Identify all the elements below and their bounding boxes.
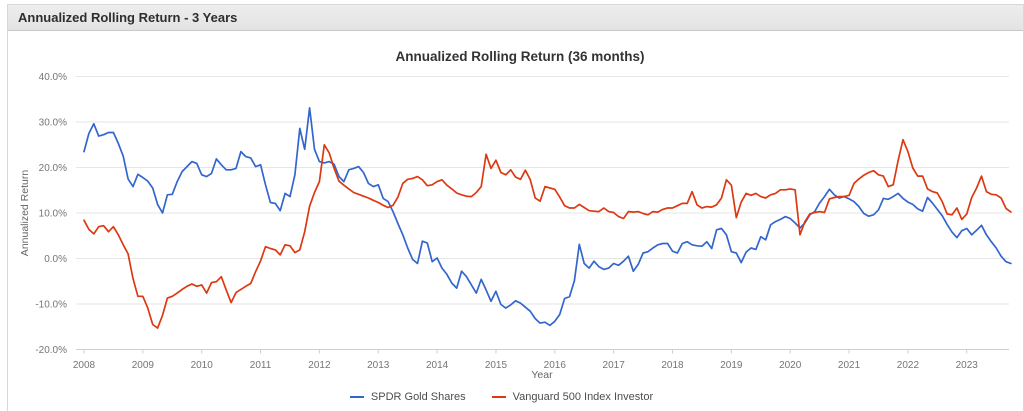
- y-tick-label: 0.0%: [44, 254, 67, 265]
- y-tick-label: 20.0%: [39, 163, 67, 174]
- x-tick-label: 2008: [73, 360, 96, 371]
- x-axis-title: Year: [531, 369, 553, 381]
- x-tick-label: 2017: [603, 360, 626, 371]
- y-tick-label: 10.0%: [39, 209, 67, 220]
- chart-region: 40.0% 30.0% 20.0% 10.0% 0.0% -10.0% -20.0% 2008…: [8, 31, 1023, 411]
- x-tick-label: 2020: [779, 360, 802, 371]
- x-tick-label: 2018: [661, 360, 684, 371]
- x-tick-label: 2009: [132, 360, 155, 371]
- x-tick-label: 2019: [720, 360, 743, 371]
- x-tick-label: 2011: [250, 360, 272, 371]
- legend-label-spdr-gold-shares: SPDR Gold Shares: [370, 391, 466, 403]
- x-tick-label: 2014: [426, 360, 449, 371]
- series-line-vanguard-500-index-investor: [83, 138, 1012, 329]
- legend-marker-spdr-gold-shares: [349, 396, 364, 398]
- panel-header: Annualized Rolling Return - 3 Years: [8, 5, 1023, 31]
- legend-item-spdr-gold-shares[interactable]: SPDR Gold Shares: [349, 391, 466, 403]
- rolling-return-chart: 40.0% 30.0% 20.0% 10.0% 0.0% -10.0% -20.0% 2008…: [19, 49, 1012, 381]
- panel-title: Annualized Rolling Return - 3 Years: [18, 10, 238, 25]
- y-tick-label: -20.0%: [35, 345, 67, 356]
- legend-label-vanguard-500: Vanguard 500 Index Investor: [512, 391, 654, 403]
- x-tick-label: 2010: [191, 360, 214, 371]
- x-tick-label: 2016: [544, 360, 567, 371]
- y-axis-title: Annualized Return: [19, 170, 31, 257]
- series-line-spdr-gold-shares: [83, 107, 1012, 327]
- chart-legend: SPDR Gold Shares Vanguard 500 Index Inve…: [0, 388, 1009, 406]
- x-tick-label: 2023: [956, 360, 979, 371]
- y-tick-label: 40.0%: [39, 72, 67, 83]
- chart-title: Annualized Rolling Return (36 months): [396, 49, 645, 64]
- x-tick-label: 2013: [367, 360, 390, 371]
- legend-item-vanguard-500[interactable]: Vanguard 500 Index Investor: [491, 391, 654, 403]
- chart-panel: Annualized Rolling Return - 3 Years 40.0…: [7, 4, 1024, 411]
- x-tick-label: 2022: [897, 360, 920, 371]
- y-tick-label: 30.0%: [39, 118, 67, 129]
- legend-marker-vanguard-500: [491, 396, 506, 398]
- x-tick-label: 2021: [838, 360, 861, 371]
- x-tick-label: 2015: [485, 360, 508, 371]
- y-tick-label: -10.0%: [35, 300, 67, 311]
- x-tick-label: 2012: [308, 360, 331, 371]
